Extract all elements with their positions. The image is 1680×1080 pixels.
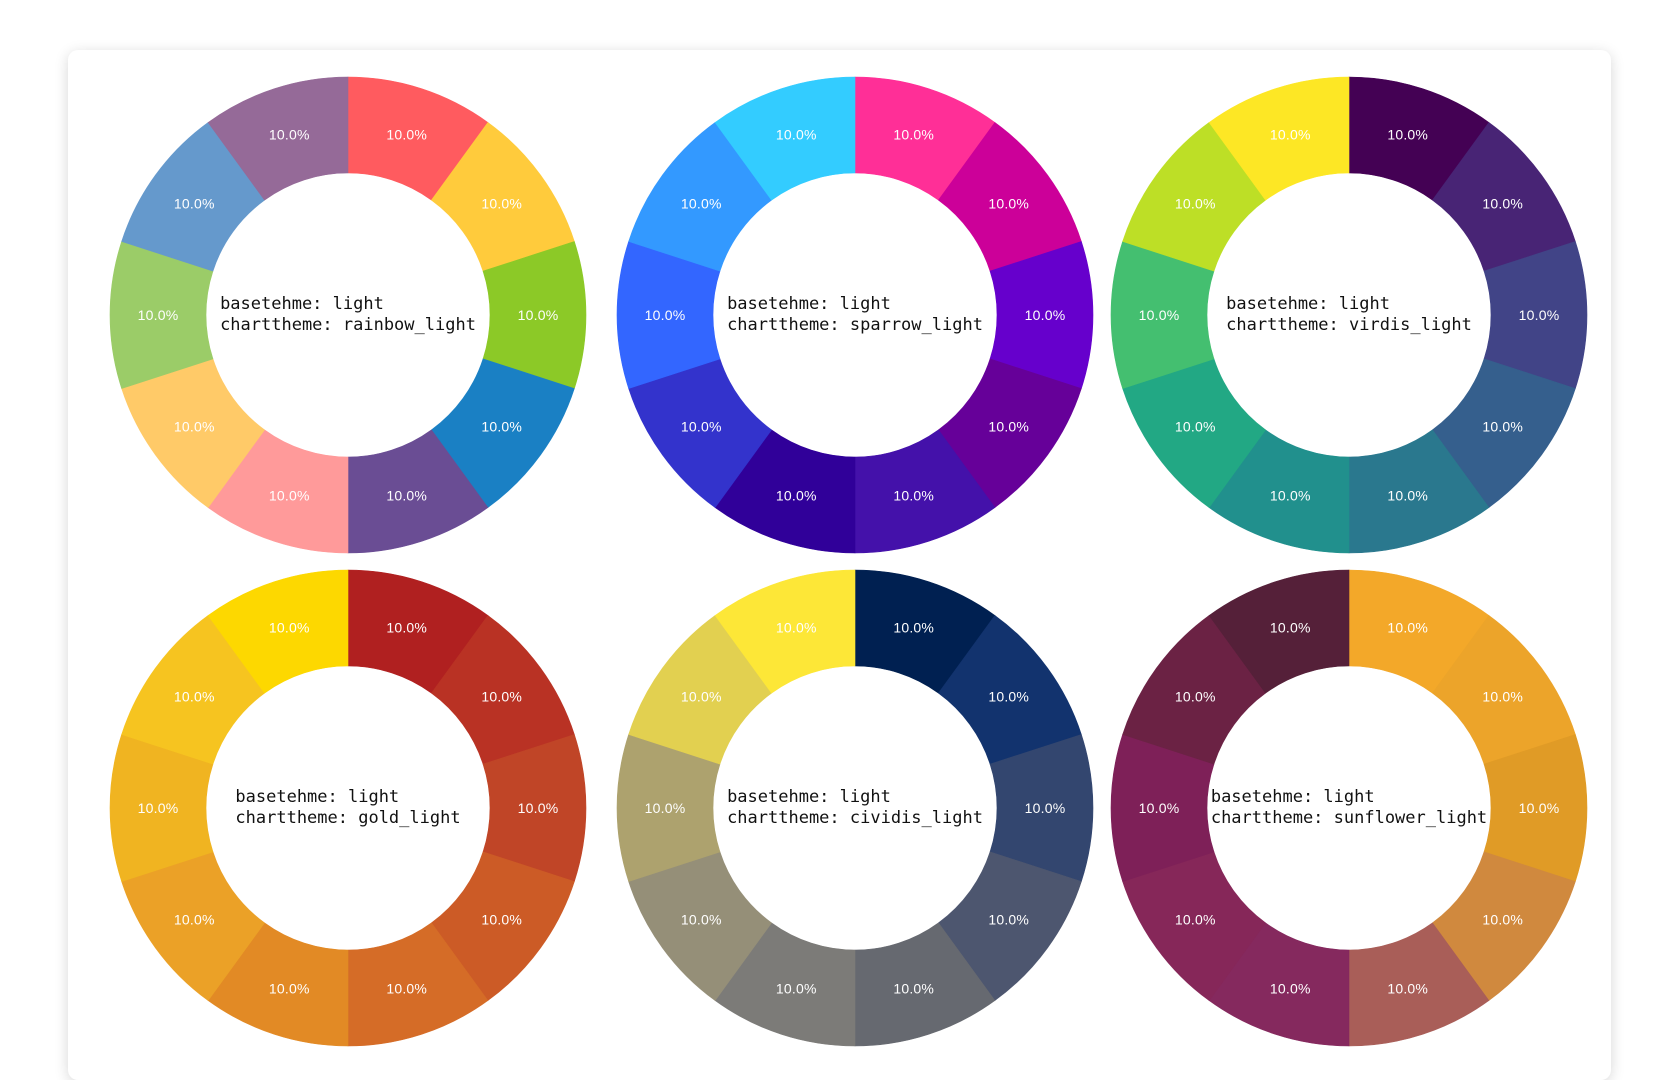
donut-svg: 10.0% 10.0% 10.0% 10.0% 10.0% 10.0% 10.0% 10.0%… [109,76,587,554]
donut-slice-10[interactable] [207,76,349,201]
donut-chart-sparrow: 10.0% 10.0% 10.0% 10.0% 10.0% 10.0% 10.0% 10.0%… [610,70,1100,560]
charttheme-label: charttheme: cividis_light [727,808,983,828]
slice-data-label: 10.0% [1482,688,1523,704]
donut-center-label: basetehme: light charttheme: cividis_ligh… [610,787,1100,829]
basetheme-label: basetehme: light [1226,294,1390,314]
slice-data-label: 10.0% [988,195,1029,211]
donut-chart-cividis: 10.0% 10.0% 10.0% 10.0% 10.0% 10.0% 10.0% 10.0%… [610,563,1100,1053]
slice-data-label: 10.0% [174,419,215,435]
slice-data-label: 10.0% [1175,688,1216,704]
donut-center-label: basetehme: light charttheme: rainbow_ligh… [103,294,593,336]
slice-data-label: 10.0% [1175,419,1216,435]
slice-data-label: 10.0% [1519,307,1560,323]
slice-data-label: 10.0% [269,488,310,504]
charttheme-label: charttheme: sparrow_light [727,315,983,335]
slice-data-label: 10.0% [681,688,722,704]
slice-data-label: 10.0% [386,619,427,635]
slice-data-label: 10.0% [681,419,722,435]
slice-data-label: 10.0% [893,488,934,504]
slice-data-label: 10.0% [481,419,522,435]
slice-data-label: 10.0% [893,126,934,142]
slice-data-label: 10.0% [269,619,310,635]
slice-data-label: 10.0% [776,126,817,142]
slice-data-label: 10.0% [1270,488,1311,504]
slice-data-label: 10.0% [1387,126,1428,142]
slice-data-label: 10.0% [893,619,934,635]
slice-data-label: 10.0% [681,912,722,928]
slice-data-label: 10.0% [1025,307,1066,323]
donut-chart-rainbow: 10.0% 10.0% 10.0% 10.0% 10.0% 10.0% 10.0% 10.0%… [103,70,593,560]
slice-data-label: 10.0% [138,800,179,816]
slice-data-label: 10.0% [386,488,427,504]
slice-data-label: 10.0% [1175,195,1216,211]
donut-svg: 10.0% 10.0% 10.0% 10.0% 10.0% 10.0% 10.0% 10.0%… [1110,76,1588,554]
slice-data-label: 10.0% [269,981,310,997]
donut-slice-10[interactable] [1208,569,1350,694]
slice-data-label: 10.0% [893,981,934,997]
basetheme-label: basetehme: light [727,787,891,807]
charttheme-label: charttheme: virdis_light [1226,315,1472,335]
slice-data-label: 10.0% [645,307,686,323]
slice-data-label: 10.0% [1482,195,1523,211]
slice-data-label: 10.0% [988,912,1029,928]
slice-data-label: 10.0% [1387,981,1428,997]
donut-chart-gold: 10.0% 10.0% 10.0% 10.0% 10.0% 10.0% 10.0% 10.0%… [103,563,593,1053]
slice-data-label: 10.0% [1175,912,1216,928]
slice-data-label: 10.0% [138,307,179,323]
charttheme-label: charttheme: rainbow_light [220,315,476,335]
slice-data-label: 10.0% [988,419,1029,435]
slice-data-label: 10.0% [1270,981,1311,997]
slice-data-label: 10.0% [1270,619,1311,635]
slice-data-label: 10.0% [681,195,722,211]
donut-svg: 10.0% 10.0% 10.0% 10.0% 10.0% 10.0% 10.0% 10.0%… [109,569,587,1047]
slice-data-label: 10.0% [269,126,310,142]
slice-data-label: 10.0% [776,981,817,997]
slice-data-label: 10.0% [174,688,215,704]
donut-center-label: basetehme: light charttheme: virdis_light [1104,294,1594,336]
slice-data-label: 10.0% [386,126,427,142]
donut-slice-10[interactable] [714,76,856,201]
charttheme-label: charttheme: sunflower_light [1210,808,1488,828]
slice-data-label: 10.0% [518,800,559,816]
slice-data-label: 10.0% [645,800,686,816]
slice-data-label: 10.0% [1482,419,1523,435]
basetheme-label: basetehme: light [727,294,891,314]
donut-svg: 10.0% 10.0% 10.0% 10.0% 10.0% 10.0% 10.0% 10.0%… [1110,569,1588,1047]
slice-data-label: 10.0% [1025,800,1066,816]
slice-data-label: 10.0% [518,307,559,323]
basetheme-label: basetehme: light [235,787,400,807]
donut-center-label: basetehme: light charttheme: sparrow_ligh… [610,294,1100,336]
donut-center-label: basetehme: light charttheme: sunflower_li… [1104,787,1594,829]
slice-data-label: 10.0% [988,688,1029,704]
donut-slice-10[interactable] [1208,76,1350,201]
donut-slice-10[interactable] [714,569,856,694]
chart-card: 10.0% 10.0% 10.0% 10.0% 10.0% 10.0% 10.0% 10.0%… [68,50,1611,1080]
slice-data-label: 10.0% [481,688,522,704]
donut-svg: 10.0% 10.0% 10.0% 10.0% 10.0% 10.0% 10.0% 10.0%… [616,76,1094,554]
slice-data-label: 10.0% [174,912,215,928]
slice-data-label: 10.0% [386,981,427,997]
donut-center-label: basetehme: light charttheme: gold_light [103,787,593,829]
charttheme-label: charttheme: gold_light [235,808,461,828]
slice-data-label: 10.0% [1139,307,1180,323]
donut-slice-10[interactable] [207,569,349,694]
donut-chart-virdis: 10.0% 10.0% 10.0% 10.0% 10.0% 10.0% 10.0% 10.0%… [1104,70,1594,560]
slice-data-label: 10.0% [1139,800,1180,816]
slice-data-label: 10.0% [1519,800,1560,816]
slice-data-label: 10.0% [1387,619,1428,635]
slice-data-label: 10.0% [776,488,817,504]
donut-chart-sunflower: 10.0% 10.0% 10.0% 10.0% 10.0% 10.0% 10.0% 10.0%… [1104,563,1594,1053]
slice-data-label: 10.0% [1482,912,1523,928]
basetheme-label: basetehme: light [1210,787,1375,807]
slice-data-label: 10.0% [1270,126,1311,142]
donut-svg: 10.0% 10.0% 10.0% 10.0% 10.0% 10.0% 10.0% 10.0%… [616,569,1094,1047]
slice-data-label: 10.0% [1387,488,1428,504]
slice-data-label: 10.0% [481,912,522,928]
slice-data-label: 10.0% [481,195,522,211]
slice-data-label: 10.0% [174,195,215,211]
basetheme-label: basetehme: light [220,294,384,314]
slice-data-label: 10.0% [776,619,817,635]
